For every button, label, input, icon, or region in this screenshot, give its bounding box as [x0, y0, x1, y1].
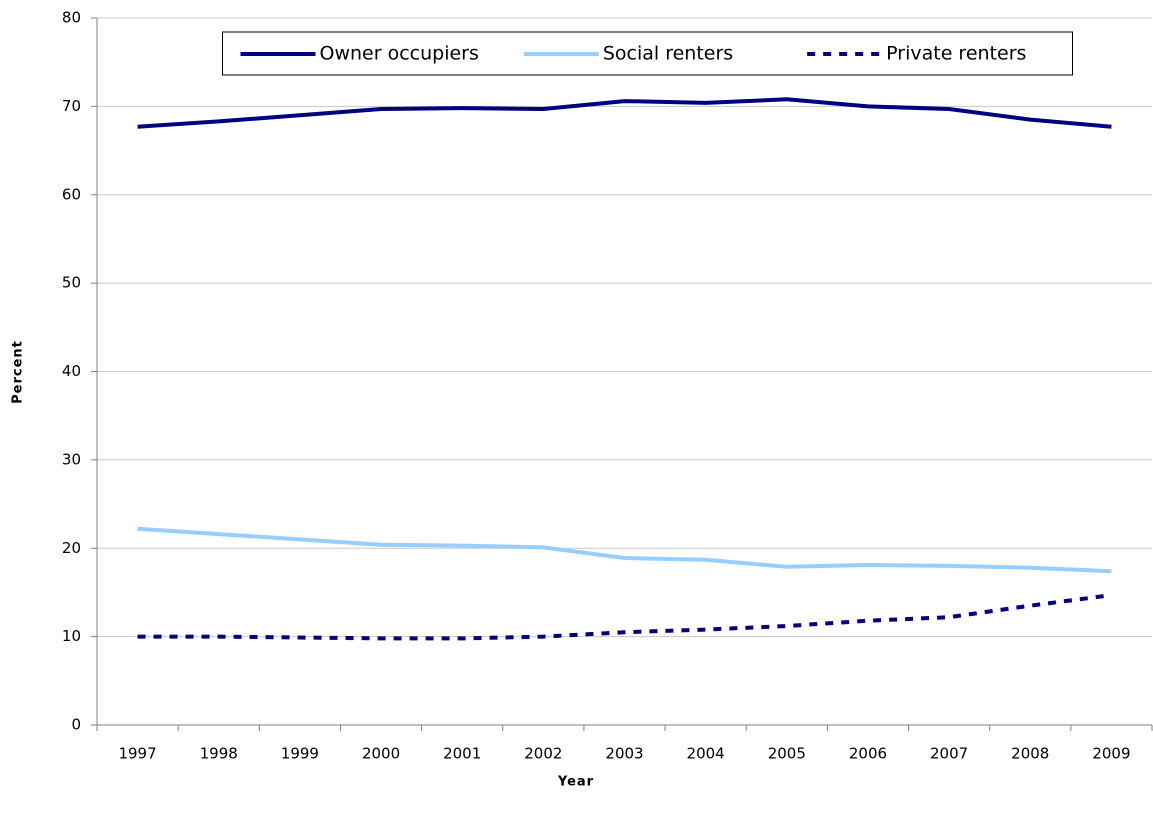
- legend-box: [222, 31, 1073, 76]
- y-tick-label: 50: [62, 274, 81, 292]
- x-tick-label: 2001: [443, 745, 481, 763]
- x-tick-label: 2005: [768, 745, 806, 763]
- x-tick-label: 2009: [1092, 745, 1130, 763]
- x-tick-label: 2007: [930, 745, 968, 763]
- x-tick-label: 2006: [849, 745, 887, 763]
- x-tick-label: 2000: [362, 745, 400, 763]
- line-series: [137, 593, 1112, 641]
- y-tick-label: 40: [62, 362, 81, 380]
- x-tick-label: 2003: [605, 745, 643, 763]
- y-tick-label: 60: [62, 185, 81, 203]
- legend-label: Social renters: [603, 43, 733, 65]
- y-tick-label: 30: [62, 450, 81, 468]
- x-axis-title: Year: [557, 775, 594, 790]
- y-axis-title: Percent: [11, 340, 26, 404]
- x-tick-label: 2008: [1011, 745, 1049, 763]
- x-tick-label: 2002: [524, 745, 562, 763]
- y-tick-label: 0: [71, 716, 81, 734]
- legend-label: Private renters: [886, 43, 1026, 65]
- y-tick-label: 70: [62, 97, 81, 115]
- y-tick-label: 10: [62, 627, 81, 645]
- y-tick-label: 20: [62, 539, 81, 557]
- x-tick-label: 1999: [281, 745, 319, 763]
- line-series: [137, 97, 1112, 129]
- x-tick-label: 1997: [118, 745, 156, 763]
- legend-label: Owner occupiers: [320, 43, 479, 65]
- x-tick-label: 1998: [200, 745, 238, 763]
- line-series: [137, 526, 1112, 574]
- y-tick-label: 80: [62, 9, 81, 27]
- x-tick-label: 2004: [687, 745, 725, 763]
